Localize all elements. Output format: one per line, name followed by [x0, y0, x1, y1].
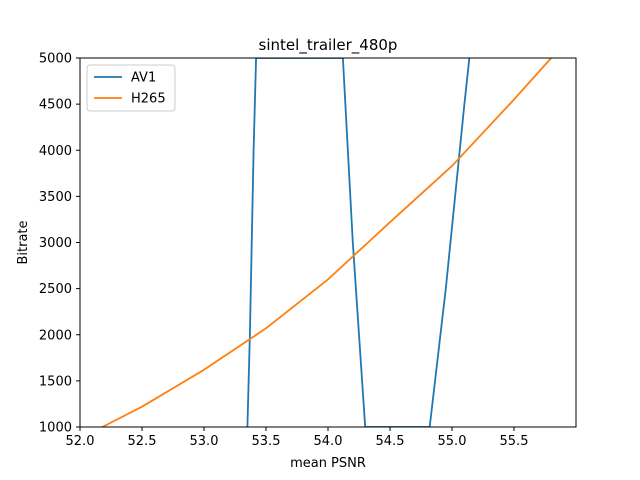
series-line-av1 [246, 58, 471, 427]
x-axis-label: mean PSNR [290, 456, 366, 471]
series-line-h265 [101, 58, 553, 427]
y-tick-label: 2500 [39, 282, 72, 297]
legend: AV1 H265 [86, 64, 176, 112]
x-tick-label: 55.0 [438, 434, 467, 449]
x-tick-label: 54.0 [314, 434, 343, 449]
y-tick-label: 1500 [39, 374, 72, 389]
x-tick-label: 55.5 [500, 434, 529, 449]
x-tick-label: 52.0 [66, 434, 95, 449]
x-tick-label: 54.5 [376, 434, 405, 449]
axes: 52.0 52.5 53.0 53.5 54.0 54.5 55.0 55.5 1000 1500… [39, 52, 577, 449]
y-axis-label: Bitrate [16, 220, 31, 264]
x-tick-label: 52.5 [128, 434, 157, 449]
y-tick-label: 1000 [39, 421, 72, 436]
legend-label-av1: AV1 [131, 71, 156, 86]
y-tick-label: 3000 [39, 236, 72, 251]
y-tick-label: 2000 [39, 328, 72, 343]
chart-title: sintel_trailer_480p [259, 36, 398, 55]
y-tick-label: 4500 [39, 98, 72, 113]
legend-label-h265: H265 [131, 92, 166, 107]
y-tick-label: 4000 [39, 144, 72, 159]
x-tick-label: 53.5 [252, 434, 281, 449]
y-tick-label: 3500 [39, 190, 72, 205]
plot-area [101, 58, 553, 427]
y-tick-label: 5000 [39, 52, 72, 67]
x-tick-label: 53.0 [190, 434, 219, 449]
